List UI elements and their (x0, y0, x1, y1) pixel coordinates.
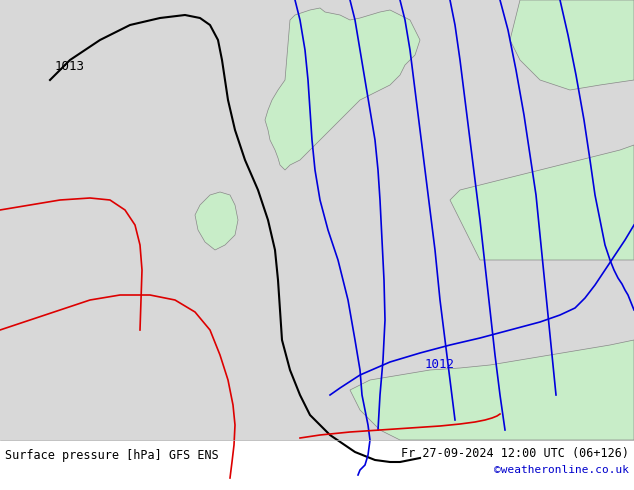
Text: 1013: 1013 (55, 60, 85, 73)
Bar (0, 440, 634, 490)
Text: 1012: 1012 (425, 358, 455, 371)
Text: Fr 27-09-2024 12:00 UTC (06+126): Fr 27-09-2024 12:00 UTC (06+126) (401, 446, 629, 460)
PathPatch shape (195, 192, 238, 250)
PathPatch shape (450, 145, 634, 260)
PathPatch shape (265, 8, 420, 170)
PathPatch shape (350, 340, 634, 440)
Text: Surface pressure [hPa] GFS ENS: Surface pressure [hPa] GFS ENS (5, 448, 219, 462)
Text: ©weatheronline.co.uk: ©weatheronline.co.uk (494, 465, 629, 475)
Bar (0, 0, 634, 440)
PathPatch shape (510, 0, 634, 90)
